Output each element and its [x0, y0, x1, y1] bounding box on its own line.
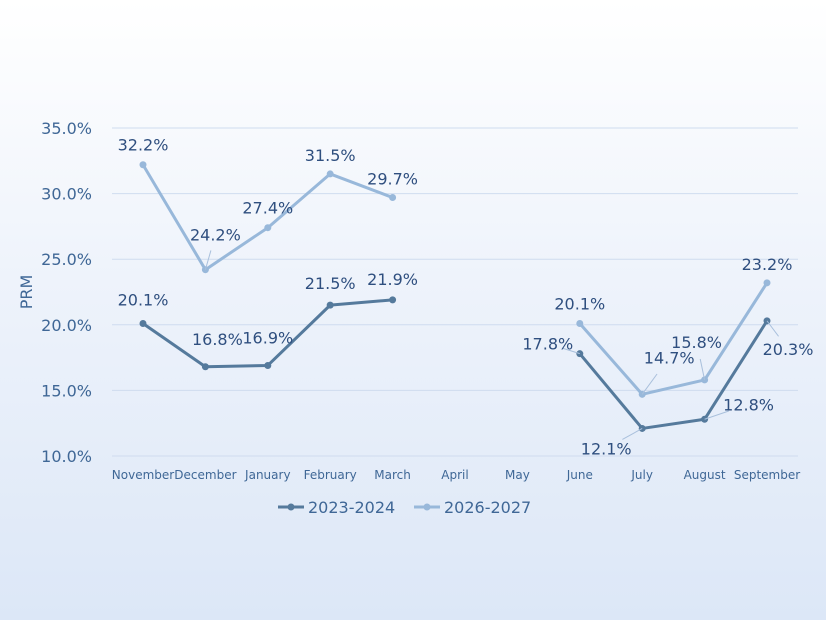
data-label: 21.9% — [367, 270, 418, 289]
data-point — [139, 161, 147, 169]
y-tick-label: 35.0% — [41, 119, 92, 138]
x-tick-label: June — [566, 468, 593, 482]
leader-line — [622, 428, 643, 440]
x-tick-label: April — [441, 468, 468, 482]
leader-line — [704, 410, 729, 420]
x-tick-label: February — [304, 468, 357, 482]
leader-line — [641, 373, 658, 395]
data-label: 20.3% — [763, 340, 814, 359]
data-label: 16.9% — [242, 328, 293, 347]
data-label: 16.8% — [192, 330, 243, 349]
data-label: 17.8% — [522, 335, 573, 354]
data-label: 27.4% — [242, 199, 293, 218]
leader-line — [699, 358, 706, 381]
data-label: 14.7% — [644, 348, 695, 367]
data-point — [264, 361, 272, 369]
data-label: 21.5% — [305, 274, 356, 293]
leader-line — [562, 347, 580, 355]
legend-label: 2026-2027 — [444, 498, 531, 517]
data-label: 20.1% — [118, 290, 169, 309]
data-label: 15.8% — [671, 333, 722, 352]
x-tick-label: September — [734, 468, 800, 482]
y-tick-label: 10.0% — [41, 447, 92, 466]
y-tick-label: 30.0% — [41, 185, 92, 204]
y-tick-label: 15.0% — [41, 381, 92, 400]
x-tick-label: January — [244, 468, 291, 482]
legend-item: 2026-2027 — [414, 498, 531, 517]
legend-label: 2023-2024 — [308, 498, 395, 517]
y-tick-label: 20.0% — [41, 316, 92, 335]
legend: 2023-2024 2026-2027 — [278, 498, 531, 517]
x-tick-label: July — [630, 468, 653, 482]
x-tick-label: November — [112, 468, 174, 482]
data-label: 24.2% — [190, 226, 241, 245]
x-tick-label: May — [505, 468, 530, 482]
data-label: 29.7% — [367, 170, 418, 189]
data-label: 23.2% — [742, 255, 793, 274]
y-tick-label: 25.0% — [41, 250, 92, 269]
x-tick-label: August — [684, 468, 726, 482]
data-point — [139, 319, 147, 327]
series-line-2023-2024 — [578, 320, 769, 430]
legend-marker — [287, 503, 295, 511]
data-label: 31.5% — [305, 146, 356, 165]
leader-line — [204, 250, 212, 270]
x-axis-ticks: November December January February March Apri… — [112, 468, 800, 482]
series — [139, 161, 771, 432]
data-label: 32.2% — [118, 136, 169, 155]
data-point — [389, 194, 397, 202]
gridlines — [112, 127, 798, 457]
data-point — [763, 279, 771, 287]
legend-item: 2023-2024 — [278, 498, 395, 517]
x-tick-label: December — [174, 468, 236, 482]
data-label: 12.8% — [723, 395, 774, 414]
data-point — [326, 170, 334, 178]
data-label: 20.1% — [554, 294, 605, 313]
leader-line — [766, 320, 779, 337]
y-axis-ticks: 10.0% 15.0% 20.0% 25.0% 30.0% 35.0% — [41, 119, 92, 466]
y-axis-label: PRM — [17, 275, 36, 310]
data-label: 12.1% — [581, 439, 632, 458]
legend-marker — [423, 503, 431, 511]
data-labels: 32.2% 24.2%27.4% 31.5% 29.7% 20.1% 14.7%15.8%… — [118, 136, 814, 459]
x-tick-label: March — [374, 468, 411, 482]
data-point — [326, 301, 334, 309]
data-point — [576, 319, 584, 327]
data-point — [389, 296, 397, 304]
data-point — [264, 224, 272, 232]
data-point — [201, 363, 209, 371]
series-line-2026-2027 — [578, 282, 769, 396]
